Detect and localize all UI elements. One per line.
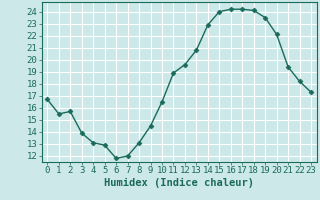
X-axis label: Humidex (Indice chaleur): Humidex (Indice chaleur): [104, 178, 254, 188]
